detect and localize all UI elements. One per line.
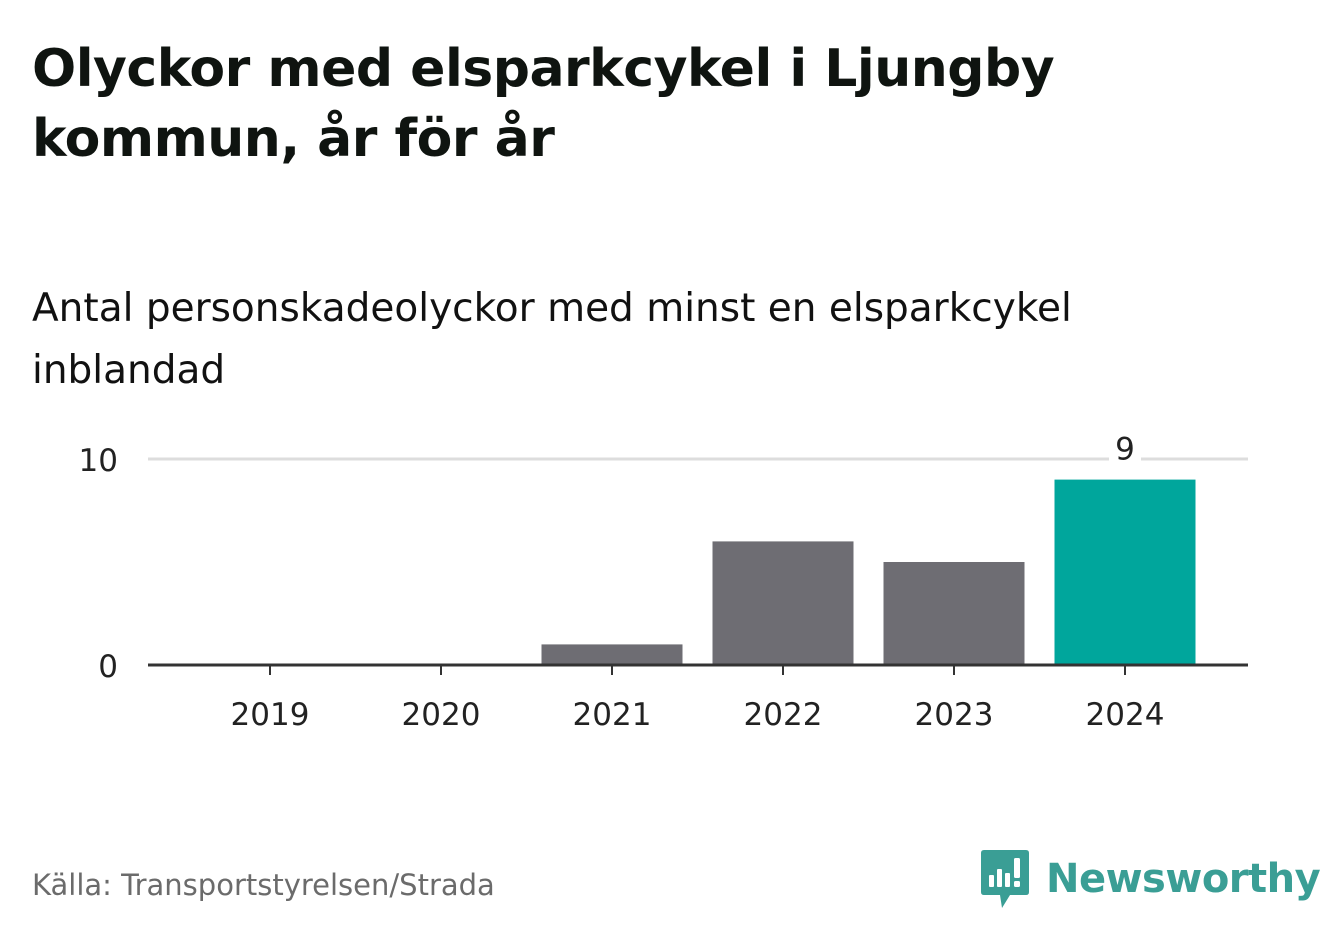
bar-2024 bbox=[1054, 479, 1196, 665]
x-tick-label: 2022 bbox=[744, 697, 823, 733]
source-note: Källa: Transportstyrelsen/Strada bbox=[32, 868, 495, 902]
newsworthy-logo: Newsworthy bbox=[980, 848, 1321, 910]
x-tick-label: 2021 bbox=[573, 697, 652, 733]
bar-2023 bbox=[883, 562, 1025, 665]
axis-layer bbox=[148, 663, 1248, 675]
x-tick-label: 2023 bbox=[915, 697, 994, 733]
bar-2021 bbox=[541, 644, 683, 665]
x-tick-label: 2024 bbox=[1086, 697, 1165, 733]
chart-title: Olyckor med elsparkcykel i Ljungby kommu… bbox=[32, 39, 1055, 169]
data-label-2024: 9 bbox=[1115, 432, 1135, 468]
label-layer: 0 10 2019 2020 2021 2022 2023 2024 9 bbox=[79, 429, 1165, 733]
x-tick-label: 2019 bbox=[231, 697, 310, 733]
bar-layer bbox=[541, 479, 1196, 665]
bar-2022 bbox=[712, 541, 854, 665]
newsworthy-logo-text: Newsworthy bbox=[1046, 856, 1321, 902]
x-tick-label: 2020 bbox=[402, 697, 481, 733]
y-tick-label: 10 bbox=[79, 443, 118, 479]
y-tick-label: 0 bbox=[98, 649, 118, 685]
data-label-background bbox=[1109, 429, 1141, 468]
bar-chart: 0 10 2019 2020 2021 2022 2023 2024 9 bbox=[79, 429, 1248, 733]
newsworthy-logo-icon bbox=[981, 850, 1029, 908]
chart-subtitle: Antal personskadeolyckor med minst en el… bbox=[32, 286, 1072, 393]
